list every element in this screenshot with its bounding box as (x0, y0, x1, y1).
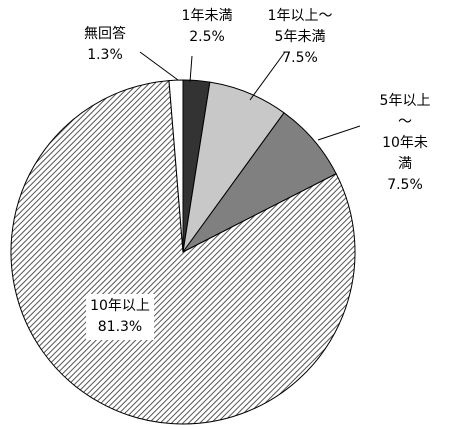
slice-label: 1年未満 2.5% (182, 6, 233, 48)
value-label: 2.5% (189, 29, 225, 45)
category-label: 1年以上～ 5年未満 (267, 8, 333, 45)
slice-label: 10年以上 81.3% (86, 294, 154, 340)
leader-line (139, 51, 179, 81)
leader-line (249, 51, 286, 101)
category-label: 無回答 (84, 26, 126, 42)
slice-label: 1年以上～ 5年未満 7.5% (268, 6, 333, 69)
leader-line (189, 55, 193, 83)
value-label: 7.5% (282, 50, 318, 66)
slice-label: 5年以上～ 10年未満 7.5% (378, 91, 432, 196)
value-label: 7.5% (387, 177, 423, 193)
category-label: 10年以上 (90, 298, 150, 314)
leader-line (317, 125, 361, 141)
slice-label: 無回答 1.3% (84, 24, 126, 66)
category-label: 5年以上～ 10年未満 (379, 93, 431, 172)
value-label: 1.3% (87, 47, 123, 63)
pie-slice (168, 79, 184, 253)
value-label: 81.3% (97, 319, 143, 335)
category-label: 1年未満 (181, 8, 233, 24)
